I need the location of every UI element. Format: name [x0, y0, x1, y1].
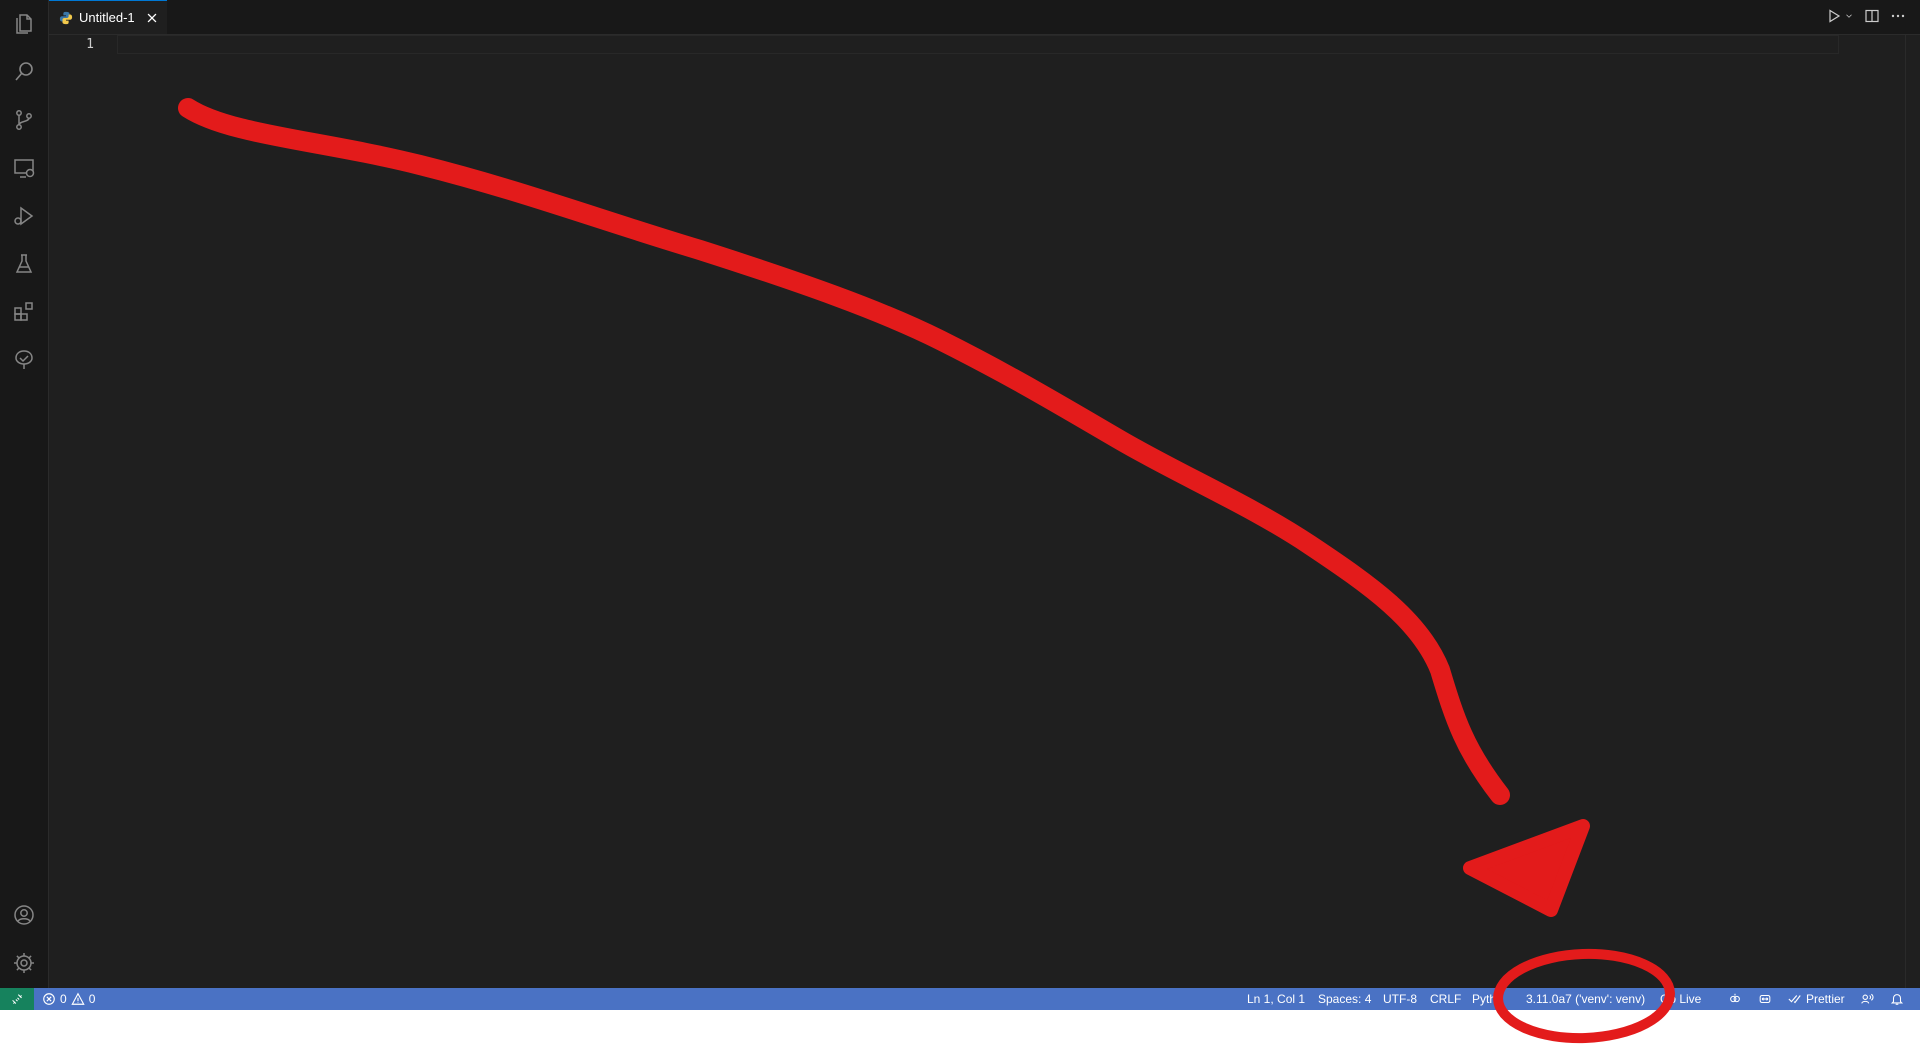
notifications-bell-icon[interactable]: [1890, 988, 1904, 1010]
chevron-down-icon[interactable]: [1844, 8, 1854, 24]
explorer-icon[interactable]: [0, 0, 48, 48]
accounts-icon[interactable]: [0, 891, 48, 939]
run-debug-icon[interactable]: [0, 192, 48, 240]
more-actions-icon[interactable]: [1890, 8, 1906, 24]
warning-count: 0: [88, 992, 96, 1006]
tab-label: Untitled-1: [79, 10, 135, 25]
search-icon[interactable]: [0, 48, 48, 96]
tab-untitled-1[interactable]: Untitled-1: [49, 0, 167, 34]
remote-indicator-button[interactable]: [0, 988, 34, 1010]
accounts-broadcast-icon[interactable]: [1860, 988, 1874, 1010]
run-python-file-icon[interactable]: [1826, 8, 1842, 24]
close-icon[interactable]: [145, 11, 159, 25]
source-control-icon[interactable]: [0, 96, 48, 144]
copilot-icon[interactable]: [1728, 988, 1742, 1010]
editor-area[interactable]: 1: [49, 35, 1920, 988]
editor-actions: [1826, 8, 1906, 24]
go-live-button[interactable]: Go Live: [1660, 988, 1701, 1010]
line-number: 1: [86, 37, 94, 52]
activity-bar: [0, 0, 49, 988]
settings-gear-icon[interactable]: [0, 939, 48, 987]
language-mode-button[interactable]: Pyth: [1472, 992, 1497, 1006]
indentation-button[interactable]: Spaces: 4: [1318, 992, 1372, 1006]
extensions-icon[interactable]: [0, 288, 48, 336]
prettier-button[interactable]: Prettier: [1788, 988, 1845, 1010]
minimap-divider: [1905, 35, 1906, 988]
encoding-button[interactable]: UTF-8: [1383, 992, 1417, 1006]
remote-icon: [11, 993, 22, 1004]
warning-icon: [71, 992, 85, 1005]
tree-check-icon[interactable]: [0, 336, 48, 384]
cursor-position[interactable]: Ln 1, Col 1: [1247, 992, 1306, 1006]
double-check-icon: [1788, 995, 1801, 1004]
python-interpreter-button[interactable]: 3.11.0a7 ('venv': venv): [1526, 992, 1646, 1006]
problems-button[interactable]: 0 0: [42, 988, 95, 1010]
testing-icon[interactable]: [0, 240, 48, 288]
feedback-icon[interactable]: [1758, 988, 1772, 1010]
error-icon: [43, 993, 55, 1005]
status-bar: 0 0 Ln 1, Col 1 Spaces: 4 UTF-8 CRLF Pyt…: [0, 988, 1920, 1010]
eol-button[interactable]: CRLF: [1430, 992, 1462, 1006]
remote-explorer-icon[interactable]: [0, 144, 48, 192]
error-count: 0: [60, 992, 67, 1006]
go-live-label: Go Live: [1660, 992, 1702, 1006]
vscode-window: Untitled-1 1 0 0 Ln 1, Col 1 Spaces: 4 U…: [0, 0, 1920, 1010]
python-file-icon: [59, 11, 73, 24]
tab-bar: Untitled-1: [49, 0, 1920, 35]
current-line-highlight[interactable]: [117, 35, 1839, 54]
prettier-label: Prettier: [1806, 992, 1845, 1006]
split-editor-icon[interactable]: [1864, 8, 1880, 24]
